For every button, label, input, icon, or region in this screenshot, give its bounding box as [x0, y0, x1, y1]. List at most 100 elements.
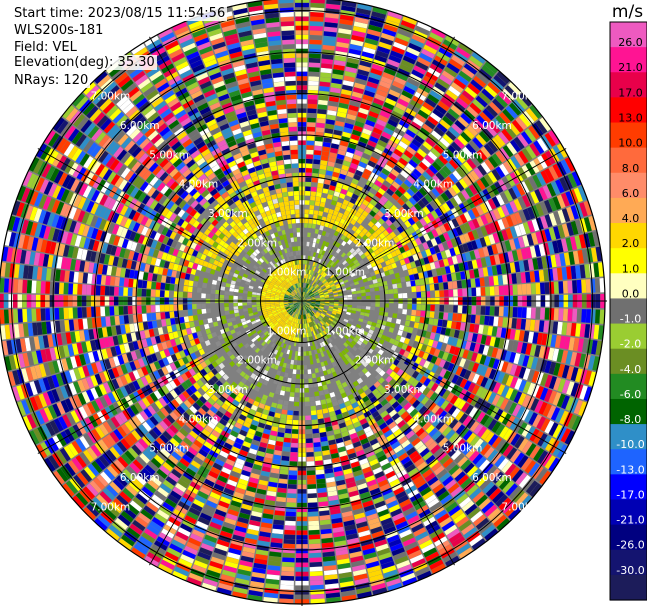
ppi-gate-cell	[393, 220, 400, 229]
ppi-gate-cell	[310, 195, 316, 201]
ppi-gate-cell	[377, 187, 386, 196]
ppi-gate-cell	[410, 121, 422, 131]
ppi-gate-cell	[308, 285, 312, 290]
ppi-gate-cell	[365, 164, 374, 172]
ppi-gate-cell	[458, 70, 472, 82]
ppi-gate-cell	[407, 304, 412, 310]
ppi-gate-cell	[441, 70, 455, 82]
ppi-gate-cell	[354, 82, 366, 90]
ppi-gate-cell	[488, 276, 494, 286]
ppi-gate-cell	[411, 155, 421, 165]
ppi-gate-cell	[358, 107, 369, 115]
ppi-gate-cell	[279, 594, 294, 600]
ppi-gate-cell	[371, 11, 386, 20]
ppi-gate-cell	[305, 273, 307, 279]
ppi-gate-cell	[386, 226, 393, 234]
ppi-gate-cell	[401, 153, 411, 163]
ppi-gate-cell	[311, 287, 316, 292]
ppi-gate-cell	[322, 188, 329, 194]
ppi-gate-cell	[335, 158, 344, 165]
ppi-gate-cell	[295, 351, 298, 356]
ppi-gate-cell	[367, 160, 377, 168]
ppi-gate-cell	[368, 241, 375, 248]
ppi-gate-cell	[412, 181, 422, 191]
ppi-gate-cell	[480, 306, 486, 315]
ppi-gate-cell	[316, 279, 320, 284]
ppi-gate-cell	[408, 159, 418, 168]
ppi-gate-cell	[319, 254, 324, 260]
ppi-gate-cell	[475, 72, 490, 85]
ppi-gate-cell	[383, 67, 397, 76]
ppi-gate-cell	[308, 279, 311, 284]
ppi-gate-cell	[302, 292, 304, 297]
ppi-gate-cell	[359, 214, 366, 221]
ppi-gate-cell	[352, 250, 358, 257]
ppi-gate-cell	[425, 40, 440, 51]
ppi-gate-cell	[308, 534, 321, 540]
ppi-gate-cell	[371, 183, 380, 192]
ppi-gate-cell	[353, 21, 368, 29]
ppi-gate-cell	[307, 364, 311, 370]
ppi-gate-cell	[307, 108, 317, 114]
ppi-gate-cell	[572, 308, 578, 322]
ppi-gate-cell	[286, 419, 293, 425]
ppi-gate-cell	[347, 109, 358, 116]
ppi-gate-cell	[393, 41, 407, 51]
ppi-gate-cell	[313, 276, 317, 282]
ppi-gate-cell	[337, 32, 351, 40]
ppi-gate-cell	[305, 181, 311, 187]
ppi-gate-cell	[595, 309, 601, 324]
ppi-gate-cell	[346, 239, 353, 245]
ppi-gate-cell	[401, 314, 407, 320]
ppi-gate-cell	[429, 32, 444, 43]
ppi-gate-cell	[314, 262, 318, 267]
ppi-gate-cell	[303, 250, 306, 256]
ppi-gate-cell	[367, 29, 381, 37]
ppi-gate-cell	[319, 169, 326, 175]
ppi-gate-cell	[331, 138, 341, 145]
ppi-gate-cell	[320, 270, 325, 276]
ppi-gate-cell	[354, 120, 365, 128]
ppi-gate-cell	[457, 116, 469, 128]
ppi-gate-cell	[304, 374, 308, 379]
ppi-gate-cell	[343, 254, 349, 260]
ppi-gate-cell	[406, 146, 417, 155]
ppi-gate-cell	[317, 487, 327, 493]
ppi-gate-cell	[393, 293, 399, 299]
ppi-gate-cell	[408, 125, 419, 135]
ppi-gate-cell	[343, 248, 350, 255]
ppi-gate-cell	[415, 25, 430, 36]
ppi-gate-cell	[362, 234, 369, 241]
ppi-gate-cell	[374, 203, 383, 210]
ppi-gate-cell	[378, 41, 392, 50]
ppi-gate-cell	[314, 267, 318, 272]
ppi-gate-cell	[389, 223, 397, 231]
ppi-gate-cell	[489, 101, 502, 114]
ppi-gate-cell	[380, 195, 389, 203]
ppi-gate-cell	[303, 273, 306, 279]
ppi-gate-cell	[405, 129, 416, 138]
ppi-gate-cell	[338, 173, 347, 180]
ppi-gate-cell	[397, 98, 409, 108]
ppi-gate-cell	[422, 141, 433, 151]
ppi-gate-cell	[379, 307, 385, 312]
ppi-gate-cell	[590, 278, 596, 293]
ppi-gate-cell	[389, 114, 400, 124]
ppi-gate-cell	[595, 278, 601, 293]
ppi-gate-cell	[323, 31, 337, 37]
ppi-gate-cell	[416, 304, 422, 310]
ppi-gate-cell	[418, 187, 428, 197]
ppi-gate-cell	[395, 102, 407, 112]
ppi-gate-cell	[349, 248, 355, 254]
ppi-gate-cell	[317, 258, 322, 264]
ppi-gate-cell	[325, 241, 330, 248]
ppi-gate-cell	[319, 264, 324, 270]
ppi-gate-cell	[315, 285, 320, 289]
ppi-gate-cell	[405, 281, 412, 287]
ppi-gate-cell	[303, 287, 305, 292]
ppi-gate-cell	[312, 163, 320, 169]
ppi-gate-cell	[309, 571, 323, 577]
ppi-gate-cell	[341, 164, 350, 172]
ppi-gate-cell	[352, 302, 357, 306]
ppi-gate-cell	[558, 308, 564, 321]
